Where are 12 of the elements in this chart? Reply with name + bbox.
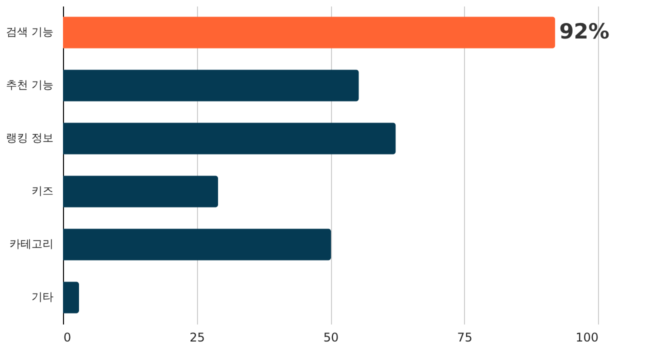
x-tick-label: 100 [576,330,598,344]
x-tick-label: 50 [323,330,339,344]
y-tick-label: 기타 [32,290,54,304]
data-label: 92% [559,20,610,44]
y-tick-label: 랭킹 정보 [6,132,54,144]
y-tick-label: 카테고리 [10,238,54,250]
y-tick-label: 추천 기능 [6,78,54,92]
y-tick-label: 검색 기능 [6,26,54,38]
x-tick-label: 0 [64,330,72,344]
x-tick-label: 25 [190,330,205,344]
x-tick-label: 75 [457,330,472,344]
y-tick-label: 키즈 [32,184,54,198]
